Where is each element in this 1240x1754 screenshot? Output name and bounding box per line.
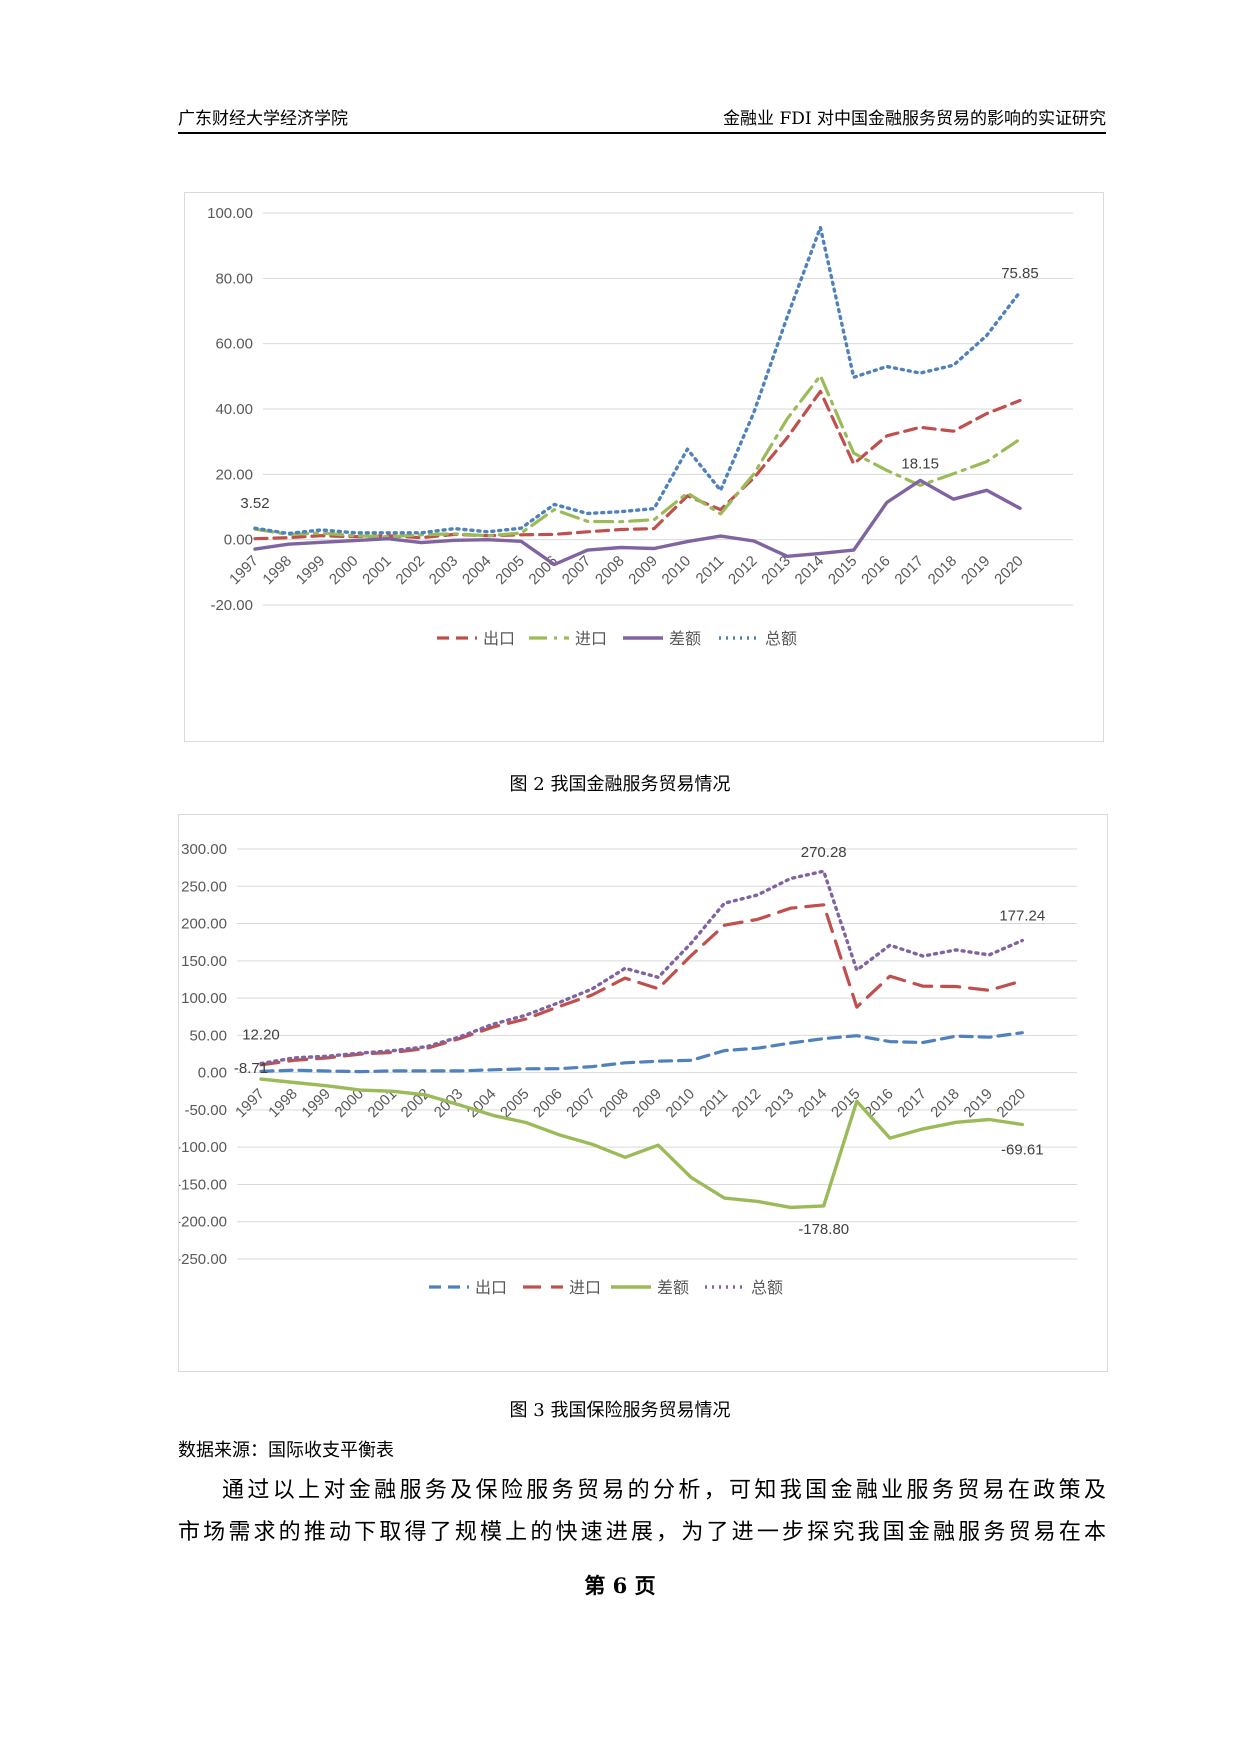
fin-x-tick-label: 2003 [426, 552, 462, 588]
ins-x-tick-label: 2018 [927, 1085, 963, 1121]
fin-x-tick-label: 2004 [459, 552, 495, 588]
fin-x-tick-label: 2014 [792, 552, 828, 588]
ins-y-tick-label: -100.00 [179, 1139, 227, 1156]
ins-x-tick-label: 2010 [663, 1085, 699, 1121]
ins-series-line-3 [259, 869, 1024, 1066]
body-paragraph-line-1: 通过以上对金融服务及保险服务贸易的分析，可知我国金融业服务贸易在政策及 [222, 1478, 1106, 1503]
page-header: 广东财经大学经济学院 金融业 FDI 对中国金融服务贸易的影响的实证研究 [178, 100, 1106, 134]
insurance-services-trade-chart: 300.00 250.00 200.00 150.00 100.00 50.00 0.00-… [178, 814, 1108, 1372]
ins-y-tick-label: -250.00 [179, 1251, 227, 1268]
fin-y-tick-label: 60.00 [215, 336, 253, 353]
fin-y-tick-label: 20.00 [215, 466, 253, 483]
ins-x-tick-label: 2012 [729, 1085, 765, 1121]
fin-data-label: 18.15 [901, 455, 939, 472]
ins-legend-label: 差额 [657, 1278, 689, 1297]
ins-data-label: -69.61 [1001, 1142, 1044, 1159]
fin-x-tick-label: 2001 [359, 552, 395, 588]
fin-x-tick-label: 2016 [858, 552, 894, 588]
page-number: 第 6 页 [584, 1573, 656, 1598]
ins-data-label: 270.28 [801, 844, 847, 861]
ins-x-tick-label: 2017 [894, 1085, 930, 1121]
ins-y-tick-label: 0.00 [198, 1065, 227, 1082]
fin-x-tick-label: 2000 [326, 552, 362, 588]
ins-x-tick-label: 1999 [298, 1085, 334, 1121]
fin-series-line-3 [253, 225, 1022, 536]
header-paper-title: 金融业 FDI 对中国金融服务贸易的影响的实证研究 [723, 109, 1106, 129]
ins-x-tick-label: 2014 [795, 1085, 831, 1121]
ins-y-tick-label: -50.00 [184, 1102, 227, 1119]
ins-y-tick-label: -200.00 [179, 1214, 227, 1231]
ins-x-tick-label: 2011 [696, 1085, 731, 1120]
ins-y-tick-label: 300.00 [181, 841, 227, 858]
ins-x-tick-label: 1998 [265, 1085, 301, 1121]
figure-2-caption: 图 2 我国金融服务贸易情况 [509, 774, 731, 795]
fin-x-tick-label: 2005 [492, 552, 528, 588]
ins-y-tick-label: 150.00 [181, 953, 227, 970]
fin-x-tick-label: 2010 [659, 552, 695, 588]
ins-series-line-0 [259, 1031, 1024, 1074]
financial-services-trade-chart-svg: 100.00 80.00 60.00 40.00 20.00 0.00 -20.00 1997… [207, 205, 1073, 648]
fin-x-tick-label: 2019 [958, 552, 994, 588]
fin-x-tick-label: 2012 [725, 552, 761, 588]
fin-y-tick-label: -20.00 [210, 597, 253, 614]
ins-legend-label: 总额 [751, 1278, 783, 1297]
fin-legend-label: 差额 [669, 629, 701, 648]
fin-x-tick-label: 1998 [259, 552, 295, 588]
fin-y-tick-label: 40.00 [215, 401, 253, 418]
body-paragraph-line-2: 市场需求的推动下取得了规模上的快速进展，为了进一步探究我国金融服务贸易在本 [178, 1520, 1106, 1545]
fin-x-tick-label: 2002 [393, 552, 429, 588]
ins-y-tick-label: -150.00 [179, 1176, 227, 1193]
ins-x-tick-label: 2013 [762, 1085, 798, 1121]
ins-y-tick-label: 100.00 [181, 990, 227, 1007]
ins-x-tick-label: 2009 [629, 1085, 665, 1121]
fin-y-tick-label: 0.00 [224, 532, 253, 549]
data-source-note: 数据来源：国际收支平衡表 [178, 1440, 394, 1461]
fin-x-tick-label: 2018 [925, 552, 961, 588]
ins-data-label: -8.71 [234, 1060, 268, 1077]
fin-y-tick-label: 80.00 [215, 270, 253, 287]
ins-x-tick-label: 2006 [530, 1085, 566, 1121]
ins-x-tick-label: 2016 [861, 1085, 897, 1121]
fin-x-tick-label: 1999 [293, 552, 329, 588]
ins-legend-label: 进口 [569, 1278, 601, 1297]
insurance-services-trade-chart-svg: 300.00250.00200.00150.00100.0050.000.00-… [179, 841, 1077, 1297]
figure-3-caption: 图 3 我国保险服务贸易情况 [509, 1400, 731, 1421]
fin-legend-label: 出口 [483, 629, 515, 648]
ins-x-tick-label: 2008 [596, 1085, 632, 1121]
fin-series-line-2 [253, 478, 1022, 567]
fin-legend-label: 进口 [575, 629, 607, 648]
header-institution: 广东财经大学经济学院 [178, 109, 348, 129]
ins-x-tick-label: 2007 [563, 1085, 599, 1121]
ins-data-label: 177.24 [999, 908, 1045, 925]
fin-x-tick-label: 2011 [693, 552, 728, 587]
fin-x-tick-label: 2008 [592, 552, 628, 588]
fin-x-tick-label: 2007 [559, 552, 595, 588]
ins-x-tick-label: 1997 [232, 1085, 268, 1121]
fin-data-label: 3.52 [240, 495, 269, 512]
fin-legend-label: 总额 [765, 629, 797, 648]
ins-legend-label: 出口 [475, 1278, 507, 1297]
ins-y-tick-label: 50.00 [189, 1027, 227, 1044]
ins-x-tick-label: 2019 [960, 1085, 996, 1121]
ins-x-tick-label: 2020 [994, 1085, 1030, 1121]
ins-y-tick-label: 200.00 [181, 916, 227, 933]
ins-data-label: -178.80 [798, 1221, 849, 1238]
fin-data-label: 75.85 [1001, 265, 1039, 282]
fin-y-tick-label: 100.00 [207, 205, 253, 222]
ins-y-tick-label: 250.00 [181, 878, 227, 895]
fin-x-tick-label: 2017 [891, 552, 927, 588]
fin-series-line-0 [253, 389, 1022, 541]
fin-series-line-1 [253, 374, 1022, 539]
fin-x-tick-label: 2020 [991, 552, 1027, 588]
ins-series-line-2 [259, 1077, 1024, 1210]
fin-x-tick-label: 2015 [825, 552, 861, 588]
fin-x-tick-label: 2009 [625, 552, 661, 588]
financial-services-trade-chart: 100.00 80.00 60.00 40.00 20.00 0.00 -20.00 1997… [184, 192, 1104, 742]
ins-data-label: 12.20 [242, 1027, 280, 1044]
fin-x-tick-label: 1997 [226, 552, 262, 588]
